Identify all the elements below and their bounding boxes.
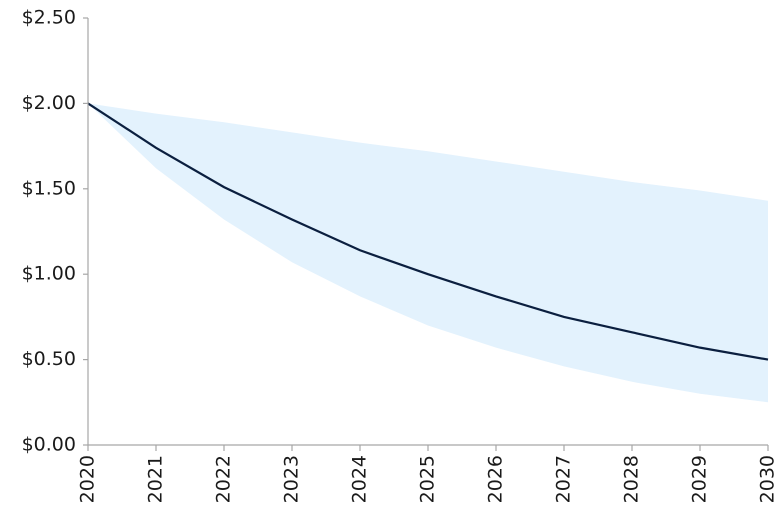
y-tick-label: $0.00 <box>22 434 76 456</box>
x-tick-label: 2023 <box>281 455 303 503</box>
line <box>87 102 769 361</box>
x-tick-label: 2021 <box>145 455 167 503</box>
y-tick-label: $2.50 <box>22 7 76 29</box>
range-band <box>88 103 768 403</box>
x-tick-label: 2024 <box>349 455 371 503</box>
x-tick-label: 2029 <box>689 455 711 503</box>
x-tick-label: 2026 <box>485 455 507 503</box>
y-tick-label: $0.50 <box>22 348 76 370</box>
y-tick-label: $1.00 <box>22 263 76 285</box>
x-tick-label: 2025 <box>417 455 439 503</box>
y-tick-label: $1.50 <box>22 177 76 199</box>
y-tick-label: $2.00 <box>22 92 76 114</box>
x-tick-label: 2020 <box>77 455 99 503</box>
x-tick-label: 2028 <box>621 455 643 503</box>
x-tick-label: 2022 <box>213 455 235 503</box>
x-tick-label: 2030 <box>757 455 778 503</box>
x-tick-label: 2027 <box>553 455 575 503</box>
